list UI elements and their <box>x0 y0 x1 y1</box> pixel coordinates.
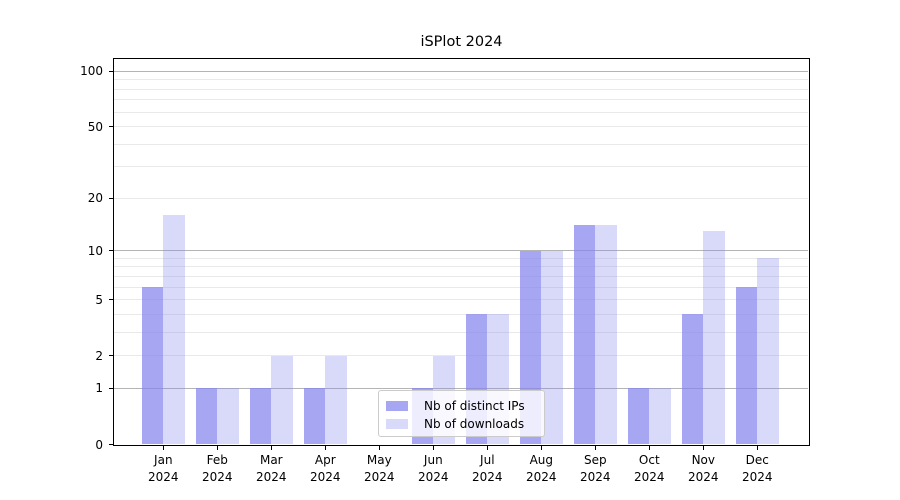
bar-downloads-oct <box>649 388 671 445</box>
y-tick-mark <box>108 197 113 199</box>
y-tick-mark <box>108 355 113 357</box>
y-tick-label: 0 <box>95 437 103 452</box>
x-tick-label: Mar 2024 <box>256 453 287 484</box>
x-tick-label: Aug 2024 <box>526 453 557 484</box>
legend-item-distinct-ips: Nb of distinct IPs <box>386 397 538 415</box>
bar-downloads-nov <box>703 231 725 445</box>
bar-downloads-feb <box>217 388 239 445</box>
y-tick-mark <box>108 249 113 252</box>
legend: Nb of distinct IPs Nb of downloads <box>378 390 545 437</box>
y-tick-mark <box>108 443 113 446</box>
x-tick-label: Dec 2024 <box>742 453 773 484</box>
gridline-major <box>114 70 808 72</box>
x-tick-label: Nov 2024 <box>688 453 719 484</box>
x-tick-mark <box>594 445 596 450</box>
x-tick-mark <box>432 445 434 450</box>
bar-distinct-ips-nov <box>681 314 704 445</box>
x-tick-label: May 2024 <box>364 453 395 484</box>
legend-label-downloads: Nb of downloads <box>424 416 525 431</box>
legend-swatch-distinct-ips <box>386 401 408 411</box>
x-tick-mark <box>324 445 326 450</box>
x-tick-mark <box>756 445 758 450</box>
bar-distinct-ips-jan <box>141 287 164 445</box>
x-tick-label: Jan 2024 <box>148 453 179 484</box>
x-tick-label: Apr 2024 <box>310 453 341 484</box>
bar-distinct-ips-apr <box>303 388 326 445</box>
y-tick-label: 10 <box>87 243 103 258</box>
x-tick-mark <box>702 445 704 450</box>
gridline-minor <box>114 331 808 333</box>
y-tick-label: 100 <box>80 64 103 79</box>
bar-downloads-sep <box>595 225 617 445</box>
x-tick-mark <box>216 445 218 450</box>
x-tick-label: Sep 2024 <box>580 453 611 484</box>
y-tick-label: 5 <box>95 292 103 307</box>
gridline-minor <box>114 275 808 277</box>
legend-item-downloads: Nb of downloads <box>386 415 538 433</box>
gridline-minor <box>114 355 808 357</box>
bar-distinct-ips-feb <box>195 388 218 445</box>
gridline-minor <box>114 313 808 315</box>
y-tick-mark <box>108 387 113 390</box>
gridline-minor <box>114 197 808 199</box>
y-tick-label: 20 <box>87 191 103 206</box>
y-tick-label: 50 <box>87 119 103 134</box>
gridline-minor <box>114 79 808 81</box>
bar-distinct-ips-dec <box>735 287 758 445</box>
gridline-minor <box>114 257 808 259</box>
x-tick-mark <box>378 445 380 450</box>
y-tick-mark <box>108 125 113 128</box>
bar-distinct-ips-sep <box>573 225 596 445</box>
gridline-minor <box>114 266 808 268</box>
gridline-major <box>114 387 808 390</box>
gridline-major <box>114 249 808 252</box>
chart-title: iSPlot 2024 <box>420 34 503 50</box>
gridline-minor <box>114 143 808 145</box>
y-tick-label: 2 <box>95 348 103 363</box>
x-tick-label: Jul 2024 <box>472 453 503 484</box>
x-tick-label: Jun 2024 <box>418 453 449 484</box>
x-tick-label: Feb 2024 <box>202 453 233 484</box>
bar-distinct-ips-mar <box>249 388 272 445</box>
x-tick-mark <box>648 445 650 450</box>
gridline-minor <box>114 126 808 128</box>
bar-downloads-aug <box>541 250 563 445</box>
bar-downloads-jan <box>163 215 185 445</box>
x-tick-mark <box>162 445 164 450</box>
x-tick-mark <box>486 445 488 450</box>
bar-downloads-apr <box>325 355 347 445</box>
legend-swatch-downloads <box>386 419 408 429</box>
y-tick-mark <box>108 70 113 72</box>
y-tick-label: 1 <box>95 381 103 396</box>
bar-distinct-ips-oct <box>627 388 650 445</box>
gridline-minor <box>114 299 808 301</box>
bar-downloads-dec <box>757 258 779 445</box>
gridline-minor <box>114 286 808 288</box>
bar-downloads-mar <box>271 355 293 445</box>
y-tick-mark <box>108 298 113 301</box>
x-tick-label: Oct 2024 <box>634 453 665 484</box>
legend-label-distinct-ips: Nb of distinct IPs <box>424 398 525 413</box>
gridline-minor <box>114 111 808 113</box>
gridline-minor <box>114 99 808 101</box>
gridline-minor <box>114 166 808 168</box>
gridline-minor <box>114 88 808 90</box>
x-tick-mark <box>270 445 272 450</box>
x-tick-mark <box>540 445 542 450</box>
